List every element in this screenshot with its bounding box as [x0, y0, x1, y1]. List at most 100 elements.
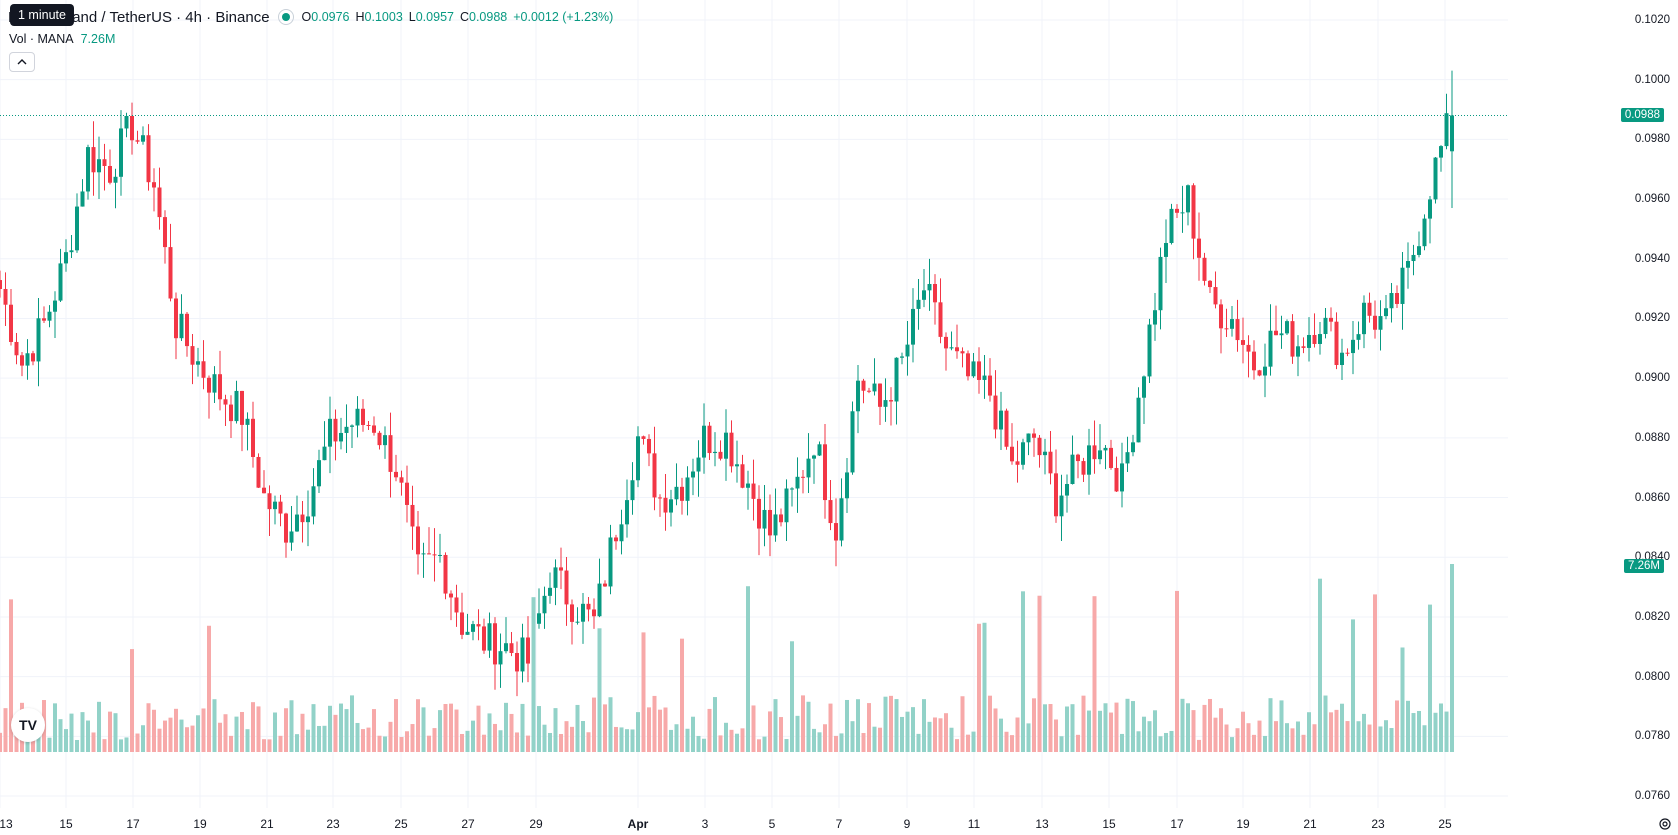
volume-bar [163, 720, 167, 752]
volume-bar [1274, 721, 1278, 752]
volume-bar [1290, 728, 1295, 752]
candle-body [1274, 330, 1278, 336]
volume-bar [487, 713, 492, 752]
volume-bar [328, 705, 332, 752]
time-axis-label: 25 [1438, 817, 1452, 831]
time-axis-label: 27 [461, 817, 475, 831]
volume-bar [443, 704, 448, 752]
settings-gear-icon[interactable] [1658, 817, 1672, 831]
candle-body [1054, 473, 1058, 517]
volume-bar [966, 734, 970, 752]
candle-body [113, 176, 118, 183]
candle-body [207, 377, 211, 393]
candle-body [36, 318, 41, 362]
volume-bar [603, 704, 607, 752]
volume-bar [152, 709, 156, 752]
collapse-legend-button[interactable] [9, 52, 35, 72]
candle-body [817, 444, 822, 456]
candle-body [625, 500, 629, 525]
volume-bar [394, 699, 398, 752]
volume-bar [47, 737, 52, 752]
volume-bar [9, 599, 13, 752]
candle-body [603, 583, 607, 587]
volume-bar [1213, 717, 1218, 752]
candle-body [1098, 450, 1102, 460]
candle-body [229, 404, 233, 422]
volume-bar [102, 739, 107, 752]
candle-body [729, 432, 734, 467]
time-axis-label: 23 [1371, 817, 1385, 831]
volume-bar [141, 725, 145, 752]
candle-body [790, 488, 794, 490]
candle-body [102, 159, 107, 166]
candle-body [889, 400, 893, 402]
candle-body [355, 408, 360, 426]
candle-body [685, 477, 690, 501]
volume-bar [608, 697, 613, 752]
volume-bar [850, 721, 855, 752]
volume-bar [839, 733, 844, 752]
volume-bar [1087, 710, 1091, 752]
volume-bar [311, 704, 316, 752]
volume-bar [355, 722, 360, 752]
candle-body [608, 537, 613, 587]
candle-body [1318, 334, 1322, 344]
volume-bar [993, 708, 998, 752]
candle-body [317, 460, 321, 487]
volume-bar [828, 703, 833, 752]
candle-body [515, 652, 519, 672]
time-axis-label: 21 [260, 817, 274, 831]
volume-bar [663, 707, 668, 752]
volume-bar [718, 735, 723, 752]
volume-bar [823, 724, 827, 752]
volume-bar [504, 702, 508, 752]
candle-body [812, 455, 816, 459]
time-axis-label: 7 [835, 817, 843, 831]
volume-bar [911, 707, 915, 752]
candle-body [1351, 339, 1355, 354]
candle-body [966, 353, 970, 377]
volume-bar [916, 733, 921, 752]
candle-body [311, 486, 316, 517]
volume-bar [344, 709, 349, 752]
candle-body [834, 523, 838, 541]
candle-body [1329, 317, 1333, 322]
volume-bar [1301, 734, 1306, 752]
candle-body [746, 483, 750, 488]
candle-body [1224, 328, 1229, 330]
candle-body [1208, 280, 1212, 288]
volume-bar [306, 729, 310, 752]
candle-body [1389, 293, 1394, 309]
volume-bar [1065, 706, 1069, 752]
candle-body [1279, 333, 1284, 336]
candle-body [839, 498, 844, 541]
volume-bar [944, 713, 948, 752]
volume-bar [1340, 703, 1344, 752]
candle-body [1021, 442, 1025, 465]
volume-bar [86, 720, 90, 752]
volume-bar [273, 712, 277, 752]
candle-body [97, 159, 101, 173]
volume-bar [119, 739, 123, 752]
candle-body [449, 593, 453, 598]
volume-bar [427, 735, 431, 752]
candle-body [262, 487, 266, 494]
volume-bar [625, 729, 629, 752]
volume-bar [1257, 720, 1262, 752]
volume-legend-label[interactable]: Vol · MANA [9, 32, 74, 46]
volume-bar [1422, 725, 1427, 752]
volume-bar [1164, 732, 1168, 752]
volume-bar [724, 722, 728, 752]
tradingview-logo-icon[interactable]: TV [11, 708, 45, 742]
candle-body [845, 472, 849, 499]
price-axis-label: 0.0780 [1634, 730, 1670, 743]
time-axis-label: 29 [529, 817, 543, 831]
candle-body [377, 432, 382, 446]
candle-body [1026, 433, 1031, 443]
time-axis-label: 19 [193, 817, 207, 831]
candle-body [1131, 442, 1135, 453]
candle-body [1186, 185, 1190, 213]
candle-body [3, 288, 8, 305]
candle-body [190, 346, 195, 365]
